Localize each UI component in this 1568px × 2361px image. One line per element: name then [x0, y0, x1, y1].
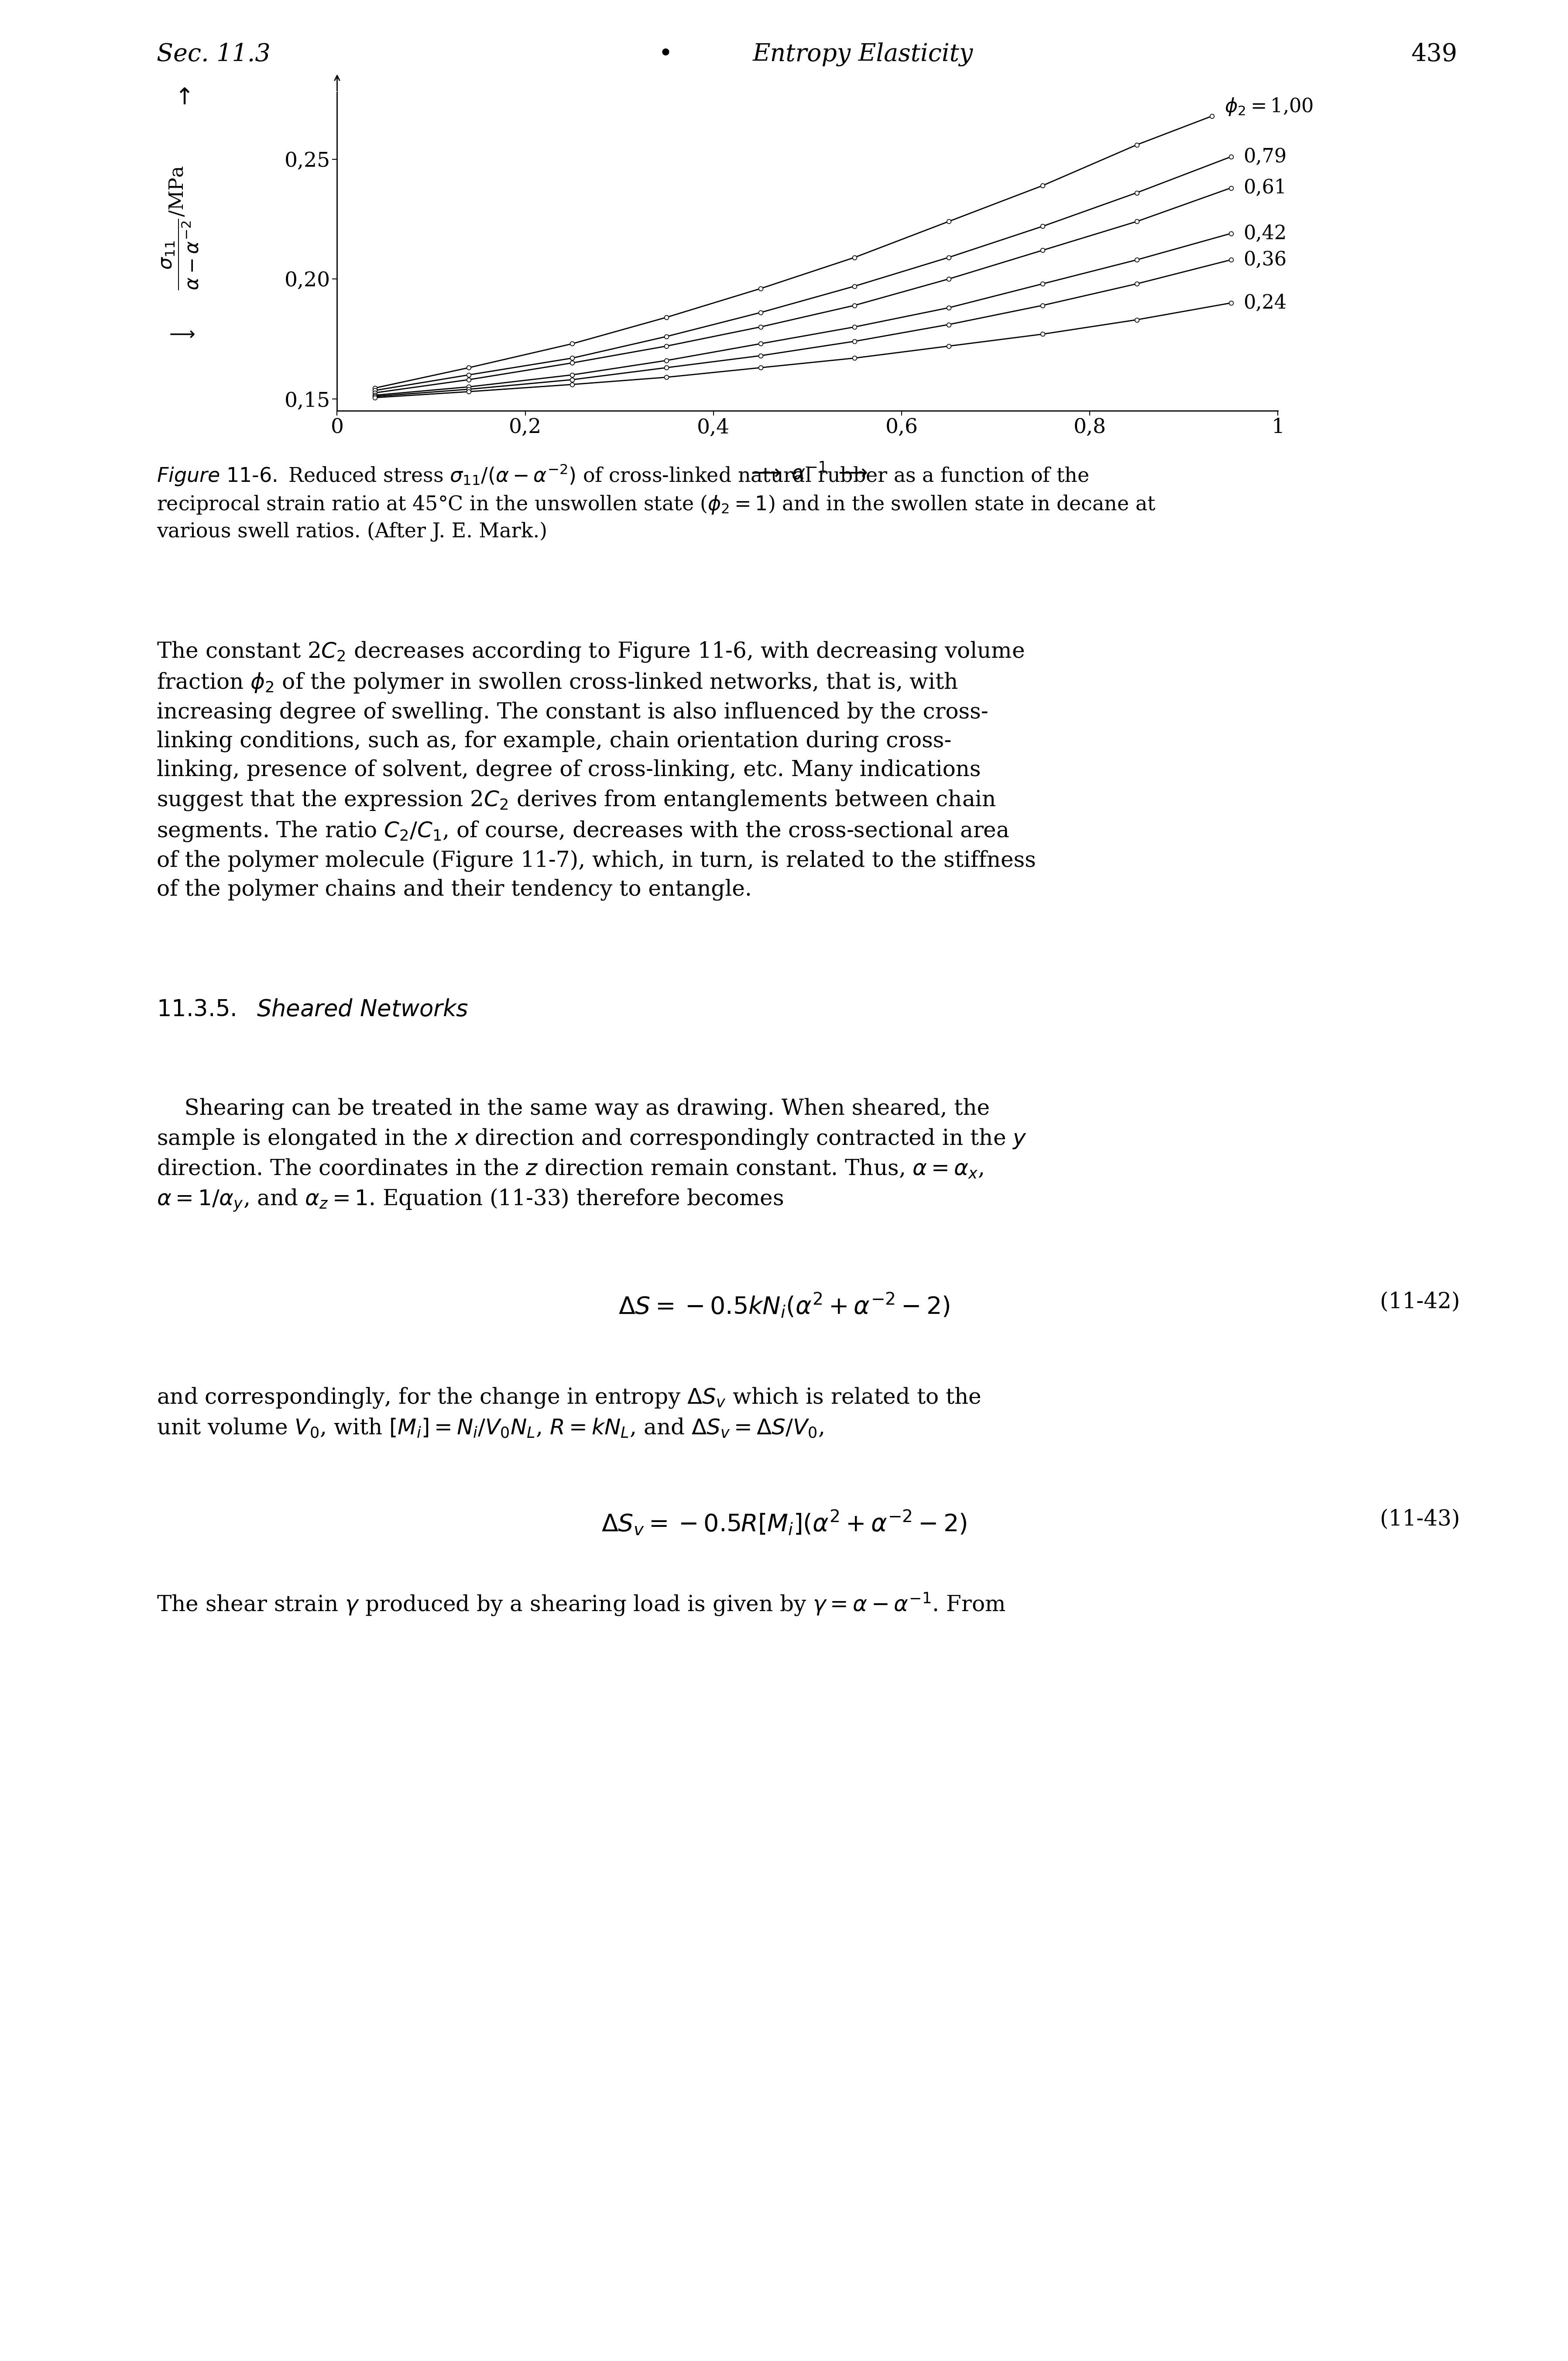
Text: $\uparrow$: $\uparrow$	[171, 87, 190, 109]
Text: 0,24: 0,24	[1243, 293, 1287, 312]
Text: Entropy Elasticity: Entropy Elasticity	[753, 42, 974, 66]
Text: $\longrightarrow$: $\longrightarrow$	[166, 326, 194, 342]
Text: The constant 2$C_2$ decreases according to Figure 11-6, with decreasing volume
f: The constant 2$C_2$ decreases according …	[157, 640, 1036, 900]
Text: $\Delta S_v = -0.5R[M_i](\alpha^2 + \alpha^{-2} - 2)$: $\Delta S_v = -0.5R[M_i](\alpha^2 + \alp…	[601, 1509, 967, 1537]
Text: $\mathit{Figure\ 11\text{-}6.}$ Reduced stress $\sigma_{11}/(\alpha - \alpha^{-2: $\mathit{Figure\ 11\text{-}6.}$ Reduced …	[157, 463, 1156, 541]
Text: The shear strain $\gamma$ produced by a shearing load is given by $\gamma = \alp: The shear strain $\gamma$ produced by a …	[157, 1591, 1005, 1617]
Text: (11-43): (11-43)	[1380, 1509, 1460, 1530]
Text: $\dfrac{\sigma_{11}}{\alpha-\alpha^{-2}}$/MPa: $\dfrac{\sigma_{11}}{\alpha-\alpha^{-2}}…	[162, 165, 199, 290]
Text: •: •	[659, 42, 673, 66]
Text: Shearing can be treated in the same way as drawing. When sheared, the
sample is : Shearing can be treated in the same way …	[157, 1098, 1027, 1214]
Text: $\longrightarrow$ $\alpha^{-1}$ $\longrightarrow$: $\longrightarrow$ $\alpha^{-1}$ $\longri…	[748, 463, 867, 484]
Text: $\Delta S = -0.5kN_i(\alpha^2 + \alpha^{-2} - 2)$: $\Delta S = -0.5kN_i(\alpha^2 + \alpha^{…	[618, 1291, 950, 1320]
Text: 0,42: 0,42	[1243, 224, 1287, 243]
Text: $\phi_2 = $1,00: $\phi_2 = $1,00	[1225, 97, 1314, 116]
Text: 0,36: 0,36	[1243, 250, 1287, 269]
Text: and correspondingly, for the change in entropy $\Delta S_v$ which is related to : and correspondingly, for the change in e…	[157, 1386, 982, 1440]
Text: 439: 439	[1411, 42, 1458, 66]
Text: (11-42): (11-42)	[1380, 1291, 1460, 1313]
Text: Sec. 11.3: Sec. 11.3	[157, 42, 271, 66]
Text: 0,79: 0,79	[1243, 146, 1287, 165]
Text: 0,61: 0,61	[1243, 179, 1287, 198]
Text: $\mathit{11.3.5.\ \ Sheared\ Networks}$: $\mathit{11.3.5.\ \ Sheared\ Networks}$	[157, 999, 469, 1020]
